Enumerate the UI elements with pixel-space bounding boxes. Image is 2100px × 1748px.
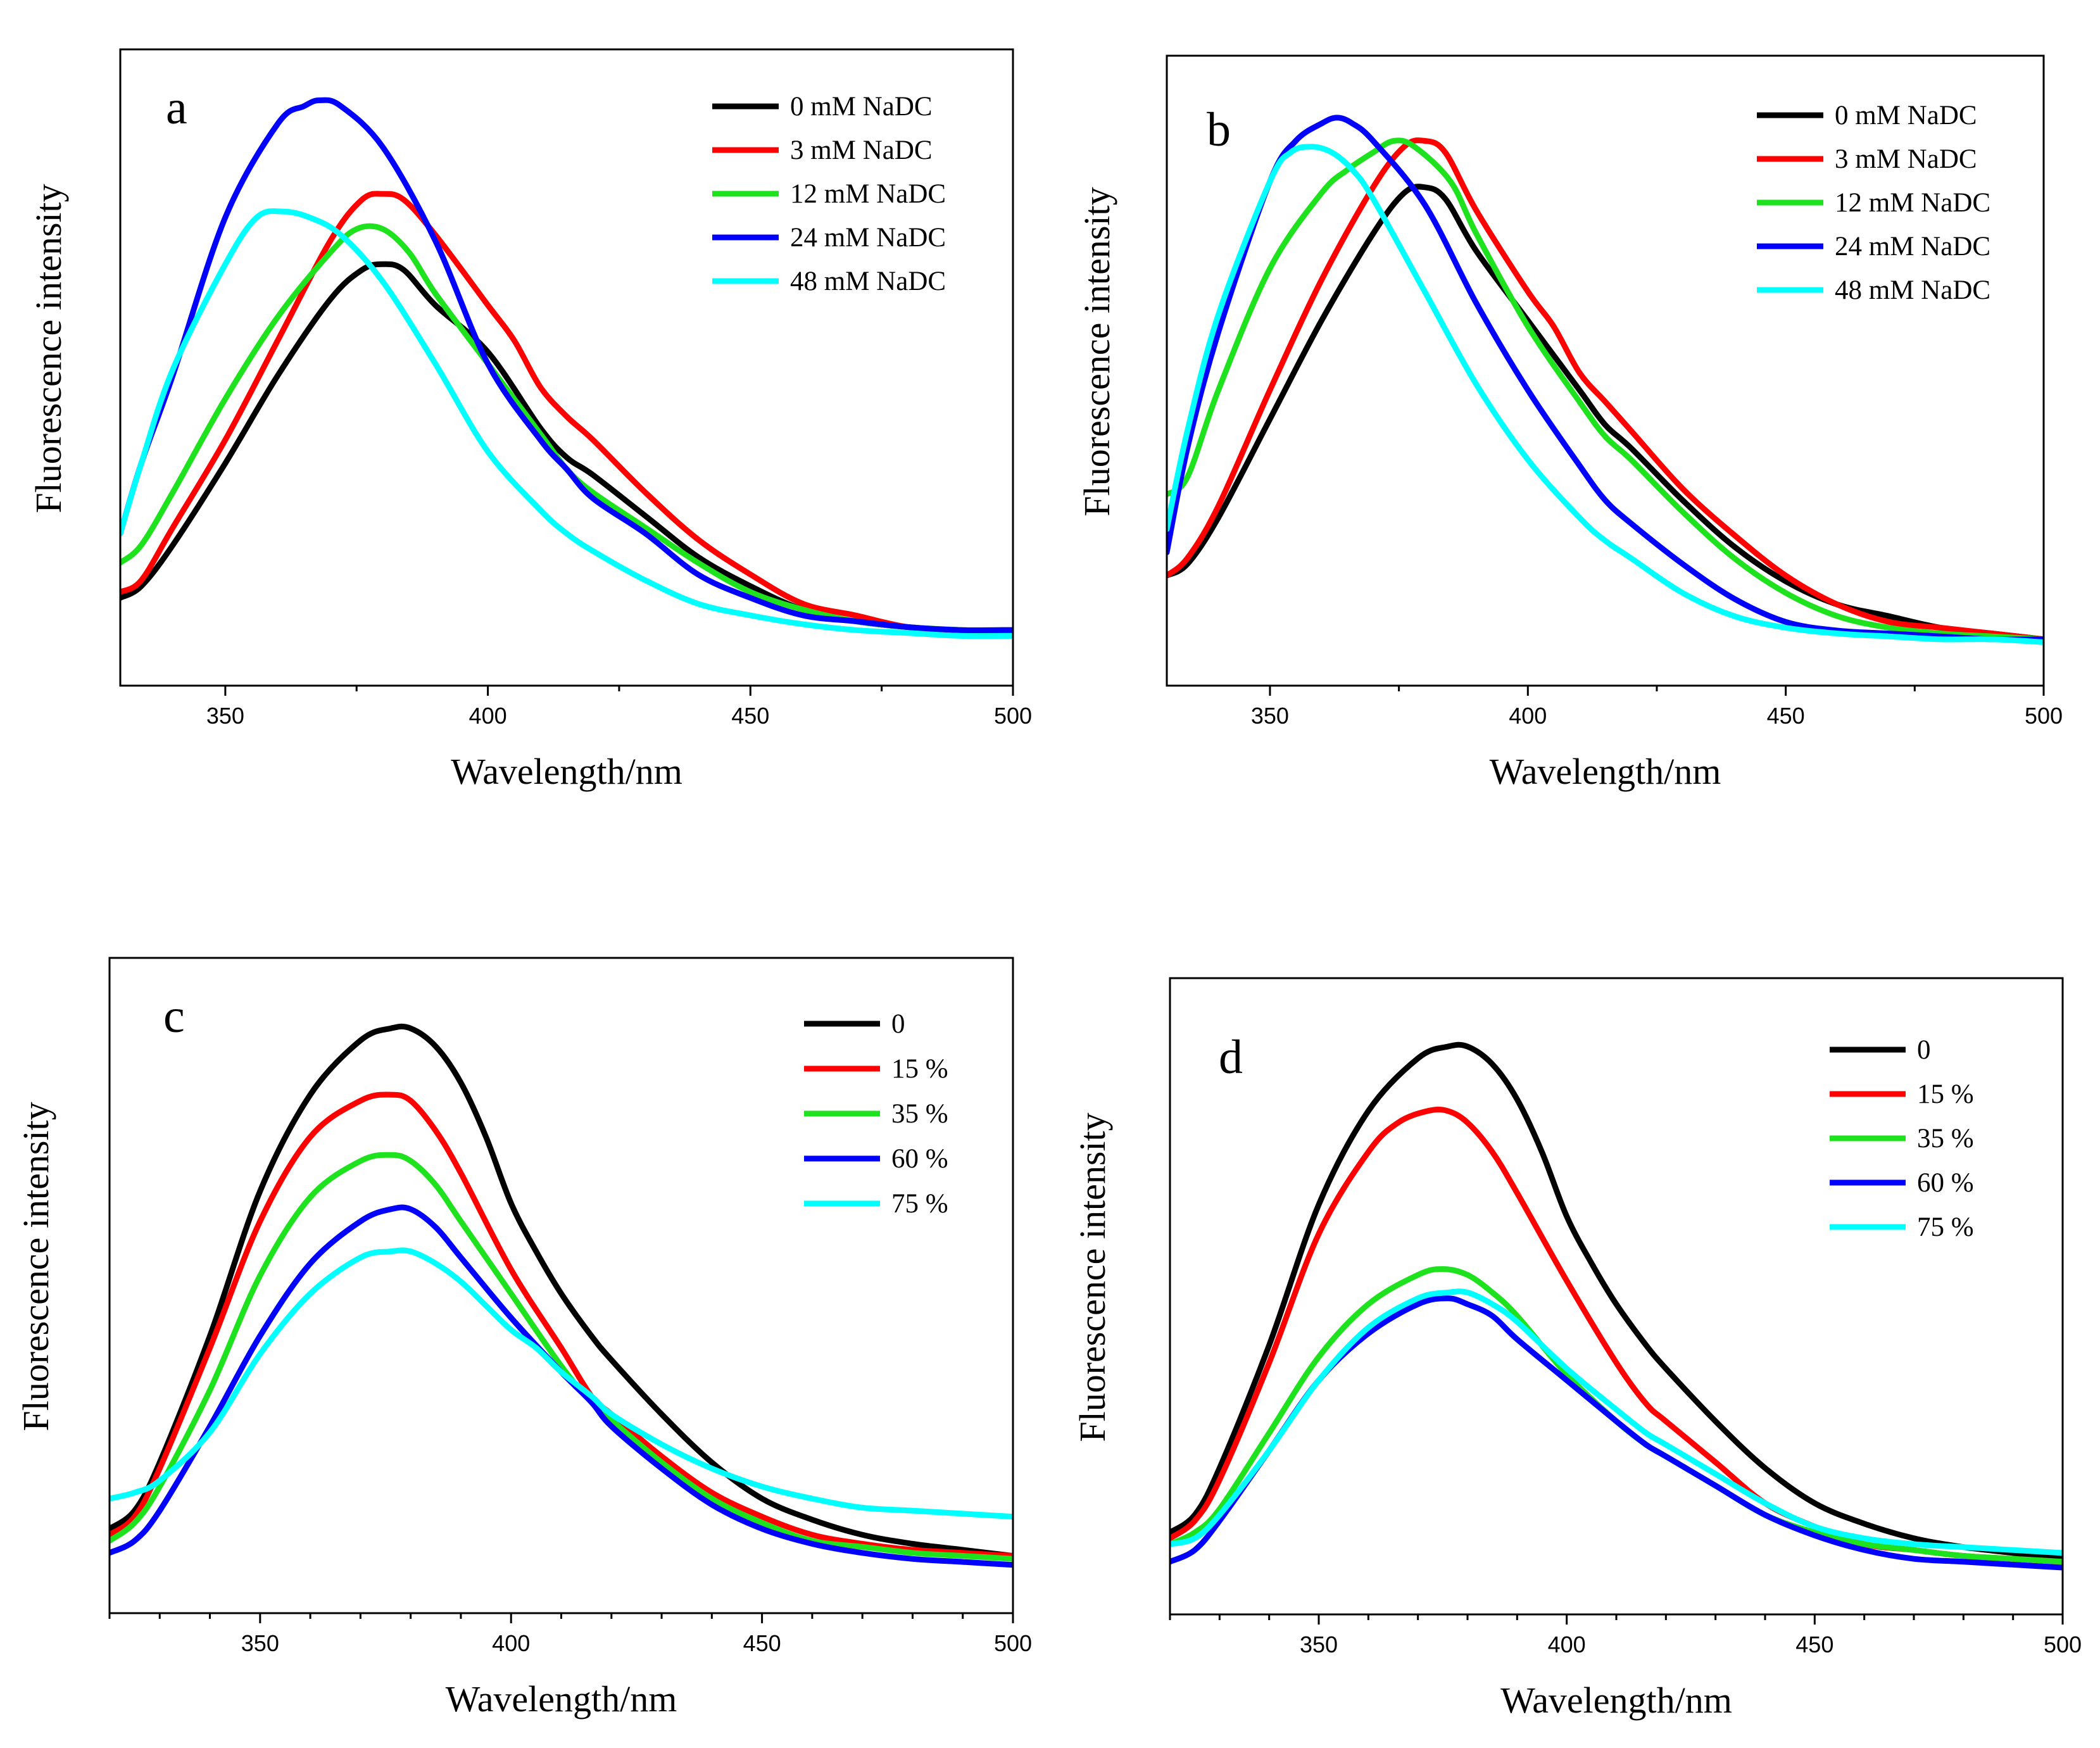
plot-frame [1169,977,2064,1616]
chart-panel-d: 350 400 450 500 0 15 % 35 % 60 % 75 % d Wavelength… [1072,977,2082,1721]
x-tick-label: 450 [1767,703,1805,729]
series-line-5 [1167,144,2044,645]
series-line-1 [110,1023,1013,1559]
panel-letter: b [1207,103,1231,156]
series-line-2 [120,191,1013,636]
legend-label: 0 mM NaDC [1835,101,1977,130]
legend-label: 0 [891,1009,905,1039]
legend-label: 35 % [1917,1124,1974,1154]
series-line-4 [110,1204,1013,1568]
x-tick-label: 350 [1251,703,1289,729]
x-tick-label: 500 [2025,703,2063,729]
x-tick-label: 400 [469,703,507,729]
x-tick-label: 450 [743,1630,781,1656]
y-axis-label: Fluorescence intensity [1072,1112,1113,1442]
x-axis-label: Wavelength/nm [1500,1680,1732,1721]
series-line-5 [120,208,1013,639]
plot-frame [1166,54,2045,687]
legend-label: 15 % [1917,1079,1974,1109]
legend-label: 60 % [1917,1168,1974,1198]
legend-label: 3 mM NaDC [790,135,933,165]
legend-label: 48 mM NaDC [790,267,946,296]
series-line-2 [1167,137,2044,643]
chart-panel-b: 350 400 450 500 0 mM NaDC 3 mM NaDC 12 mM NaDC… [1076,54,2063,792]
series-line-1 [1170,1041,2063,1562]
series-line-3 [1167,137,2044,643]
x-tick-label: 500 [2044,1632,2082,1657]
x-tick-label: 500 [994,1630,1032,1656]
x-tick-label: 350 [206,703,244,729]
x-tick-label: 400 [492,1630,530,1656]
series-line-3 [120,223,1013,636]
chart-panel-c: 350 400 450 500 0 15 % 35 % 60 % 75 % c Wavelength… [15,957,1032,1720]
legend-label: 12 mM NaDC [790,179,946,209]
series-line-4 [120,97,1013,634]
legend-label: 24 mM NaDC [790,223,946,253]
y-axis-label: Fluorescence intensity [1076,187,1117,516]
x-axis-label: Wavelength/nm [451,751,682,792]
panel-letter: a [166,81,187,134]
panel-letter: c [163,990,185,1043]
plot-frame [108,957,1014,1614]
x-tick-label: 350 [1300,1632,1338,1657]
chart-panel-a: 350 400 450 500 0 mM NaDC 3 mM NaDC 12 mM NaDC… [28,48,1032,792]
legend-label: 75 % [1917,1212,1974,1242]
legend-label: 48 mM NaDC [1835,275,1990,305]
x-axis-label: Wavelength/nm [446,1678,677,1720]
legend-label: 60 % [891,1144,948,1174]
x-tick-label: 500 [994,703,1032,729]
series-line-2 [110,1091,1013,1559]
x-axis-label: Wavelength/nm [1490,751,1721,792]
x-tick-label: 400 [1548,1632,1586,1657]
legend-label: 0 mM NaDC [790,92,933,122]
legend-label: 12 mM NaDC [1835,188,1990,218]
legend-label: 75 % [891,1189,948,1219]
legend-label: 24 mM NaDC [1835,232,1990,261]
legend-label: 0 [1917,1035,1931,1065]
x-tick-label: 450 [731,703,769,729]
legend-label: 15 % [891,1054,948,1084]
x-tick-label: 400 [1509,703,1547,729]
y-axis-label: Fluorescence intensity [28,184,69,513]
y-axis-label: Fluorescence intensity [15,1102,56,1431]
x-tick-label: 350 [241,1630,279,1656]
series-line-3 [110,1152,1013,1562]
legend-label: 3 mM NaDC [1835,144,1977,174]
series-line-3 [1170,1266,2063,1565]
series-line-5 [110,1247,1013,1520]
plot-frame [119,48,1014,687]
x-tick-label: 450 [1795,1632,1833,1657]
series-line-5 [1170,1288,2063,1556]
legend-label: 35 % [891,1099,948,1129]
panel-letter: d [1219,1031,1243,1084]
